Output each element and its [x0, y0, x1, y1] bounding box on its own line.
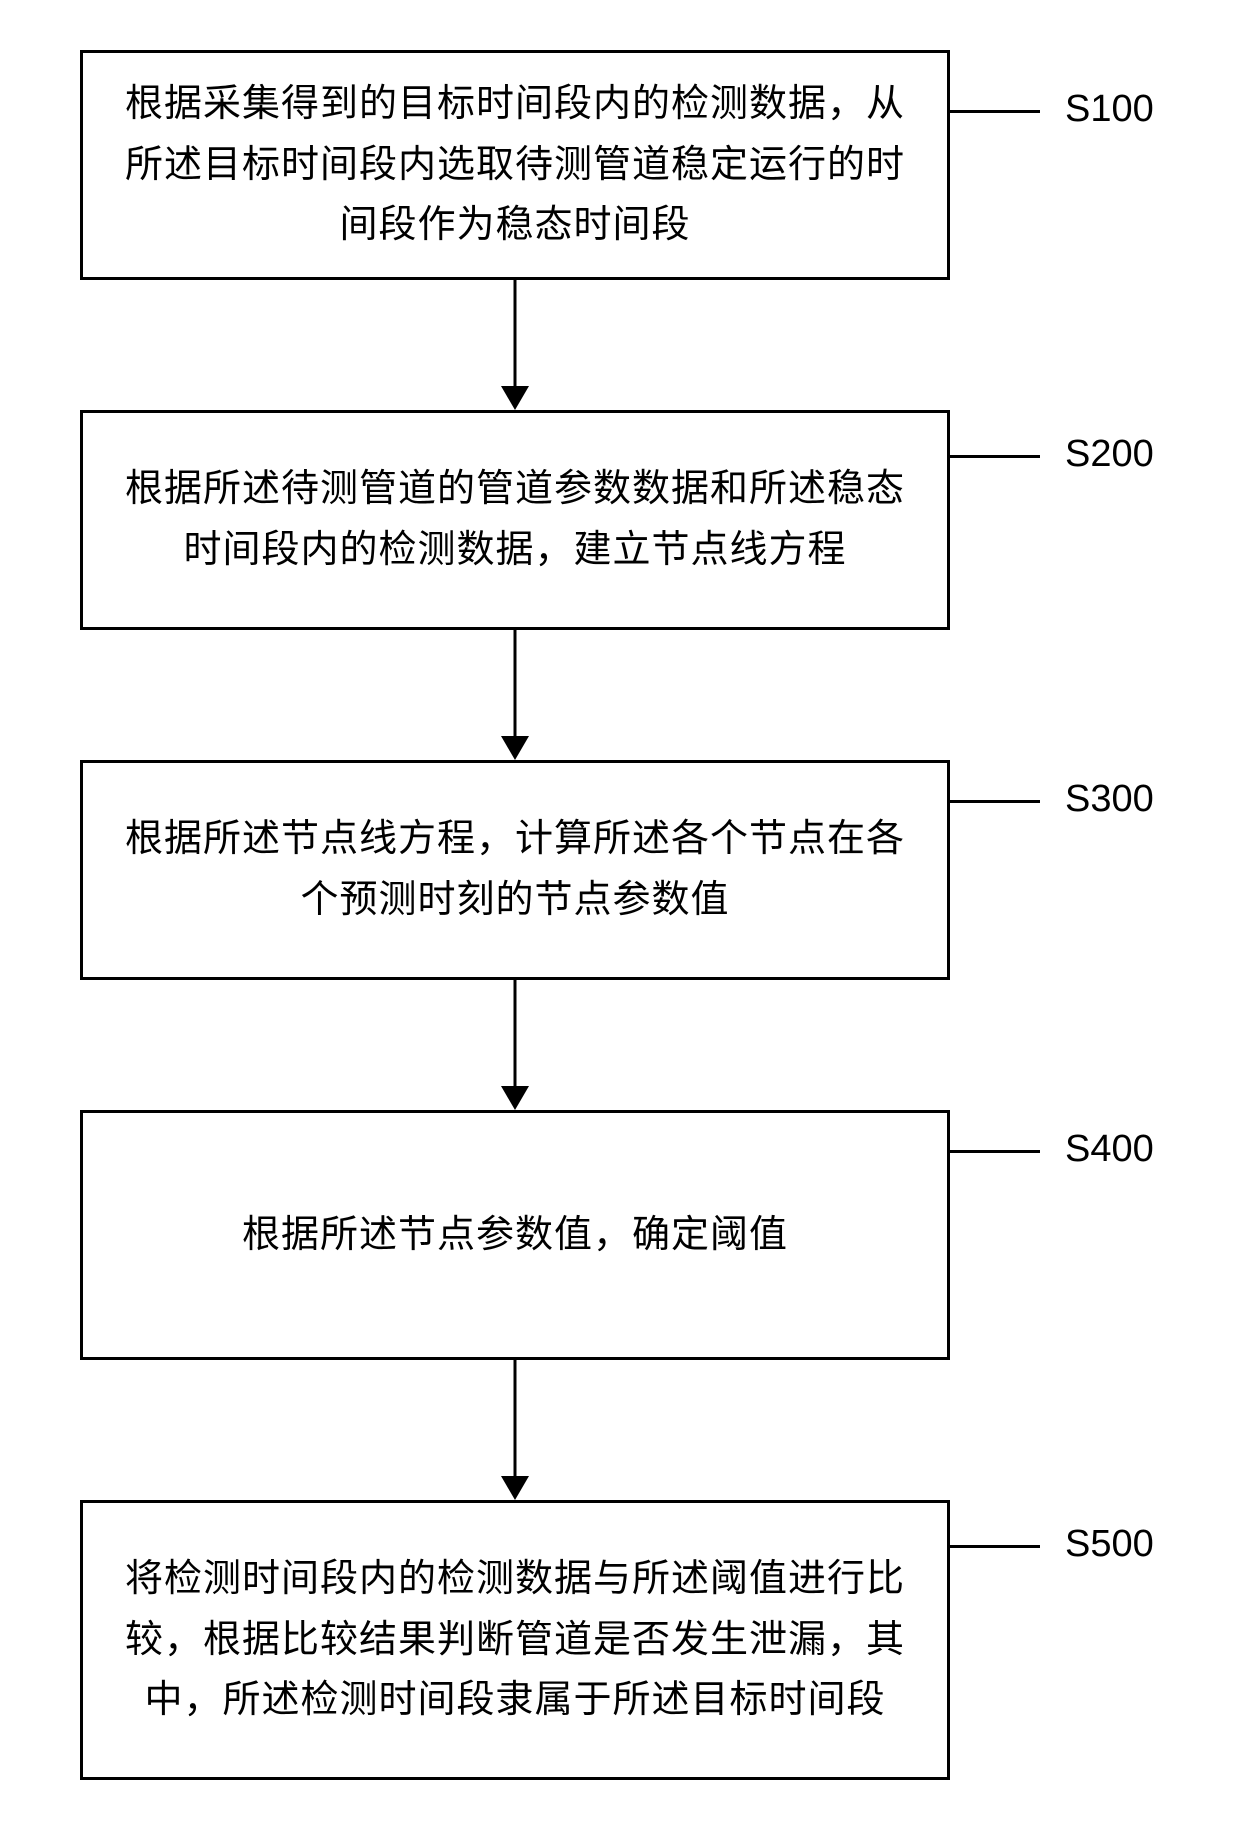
node-text: 根据采集得到的目标时间段内的检测数据，从所述目标时间段内选取待测管道稳定运行的时…	[113, 74, 917, 256]
flowchart-node-s200: 根据所述待测管道的管道参数数据和所述稳态时间段内的检测数据，建立节点线方程	[80, 410, 950, 630]
step-label-s200: S200	[1065, 433, 1154, 476]
flowchart-node-s500: 将检测时间段内的检测数据与所述阈值进行比较，根据比较结果判断管道是否发生泄漏，其…	[80, 1500, 950, 1780]
arrow-head	[501, 736, 529, 760]
arrow-line	[514, 630, 517, 736]
step-label-s400: S400	[1065, 1128, 1154, 1171]
step-label-s300: S300	[1065, 778, 1154, 821]
flowchart-node-s300: 根据所述节点线方程，计算所述各个节点在各个预测时刻的节点参数值	[80, 760, 950, 980]
flowchart-node-s400: 根据所述节点参数值，确定阈值	[80, 1110, 950, 1360]
arrow-line	[514, 1360, 517, 1476]
arrow-head	[501, 1476, 529, 1500]
node-text: 将检测时间段内的检测数据与所述阈值进行比较，根据比较结果判断管道是否发生泄漏，其…	[113, 1549, 917, 1731]
label-connector	[950, 1150, 1040, 1153]
label-connector	[950, 455, 1040, 458]
flowchart-container: 根据采集得到的目标时间段内的检测数据，从所述目标时间段内选取待测管道稳定运行的时…	[0, 0, 1240, 1835]
arrow-head	[501, 1086, 529, 1110]
flowchart-node-s100: 根据采集得到的目标时间段内的检测数据，从所述目标时间段内选取待测管道稳定运行的时…	[80, 50, 950, 280]
step-label-s500: S500	[1065, 1523, 1154, 1566]
node-text: 根据所述待测管道的管道参数数据和所述稳态时间段内的检测数据，建立节点线方程	[113, 459, 917, 581]
node-text: 根据所述节点参数值，确定阈值	[242, 1205, 788, 1266]
arrow-line	[514, 280, 517, 386]
arrow-head	[501, 386, 529, 410]
step-label-s100: S100	[1065, 88, 1154, 131]
label-connector	[950, 1545, 1040, 1548]
arrow-line	[514, 980, 517, 1086]
label-connector	[950, 800, 1040, 803]
label-connector	[950, 110, 1040, 113]
node-text: 根据所述节点线方程，计算所述各个节点在各个预测时刻的节点参数值	[113, 809, 917, 931]
